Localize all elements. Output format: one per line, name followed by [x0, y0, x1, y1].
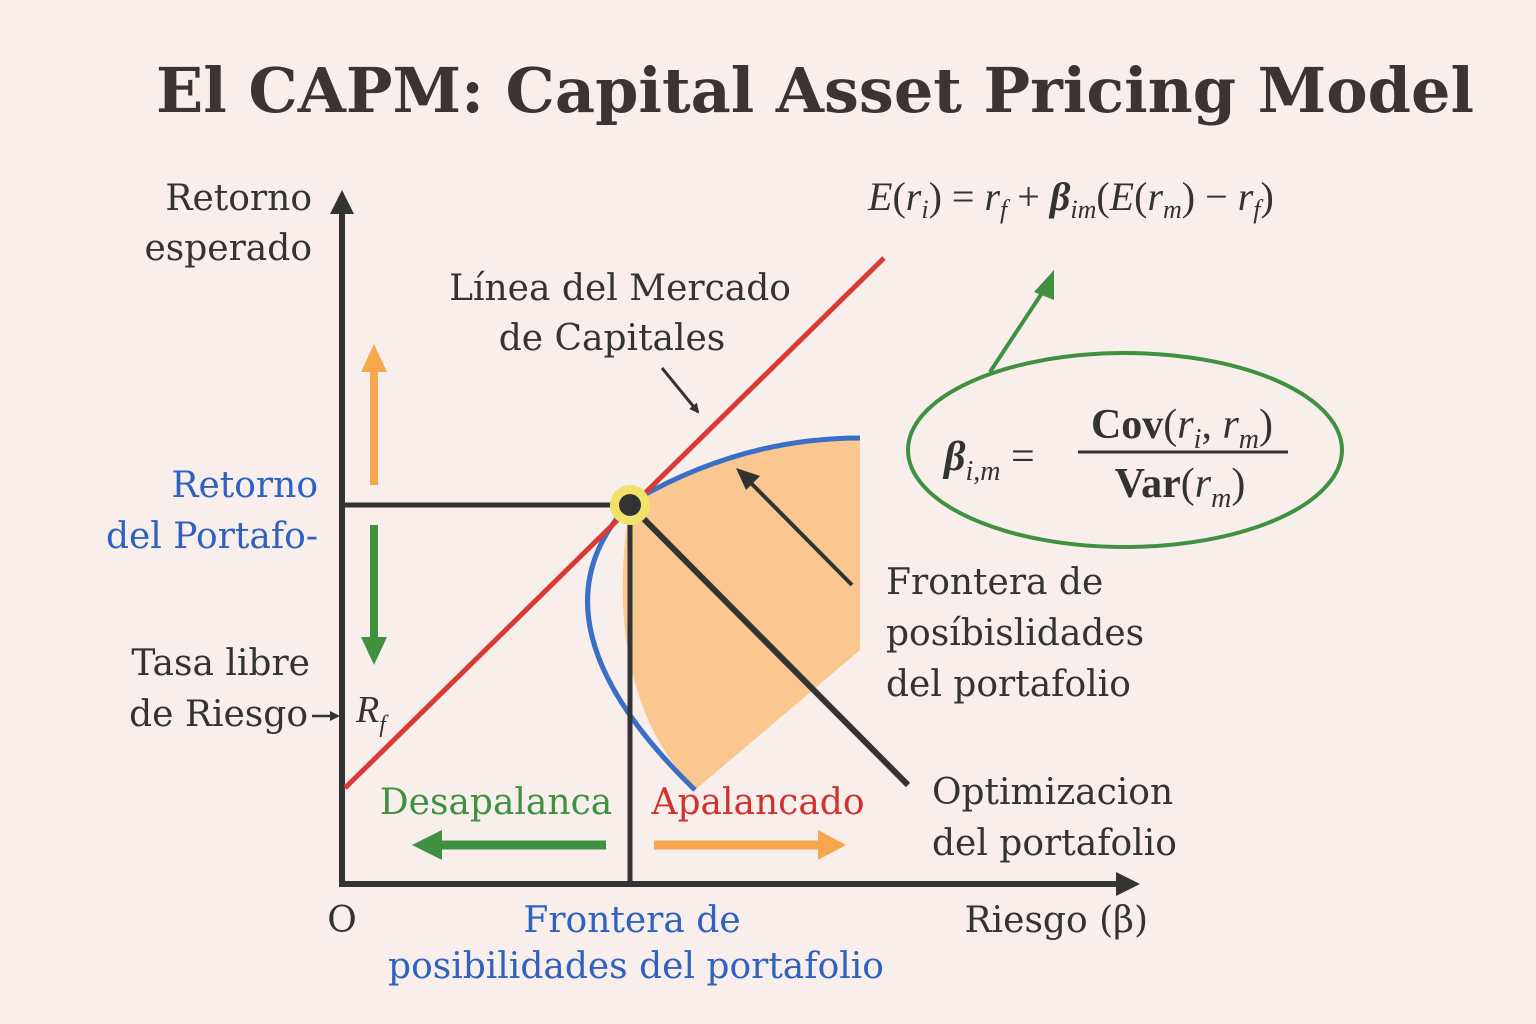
frontier-right-label-line1: Frontera de: [886, 562, 1103, 603]
origin-label: O: [327, 900, 357, 941]
frontier-bottom-label-line2: posibilidades del portafolio: [388, 946, 884, 987]
optimization-line: [627, 502, 911, 788]
x-axis-label: Riesgo (β): [965, 900, 1148, 941]
beta-formula-numerator: Cov(ri, rm): [1091, 402, 1273, 455]
y-axis-label-line2: esperado: [144, 228, 312, 269]
page-title: El CAPM: Capital Asset Pricing Model: [156, 54, 1474, 127]
portfolio-return-label-line1: Retorno: [171, 465, 318, 506]
risk-free-label-line2: de Riesgo: [129, 694, 308, 735]
green-down-arrow-head: [361, 637, 387, 665]
cml-label-line1: Línea del Mercado: [449, 268, 791, 309]
deleverage-arrow-head: [412, 830, 442, 860]
optimization-label-line2: del portafolio: [932, 823, 1177, 864]
optimization-label-line1: Optimizacion: [932, 772, 1173, 813]
beta-formula-ellipse: [906, 351, 1344, 549]
rf-symbol: Rf: [355, 689, 389, 738]
frontier-right-label-line2: posíbislidades: [886, 613, 1144, 654]
x-axis-arrowhead: [1116, 872, 1140, 896]
y-axis-arrowhead: [330, 190, 354, 214]
leverage-arrow-head: [818, 830, 846, 860]
frontier-bottom-label-line1: Frontera de: [523, 900, 740, 941]
capm-formula: E(ri) = rf + βim(E(rm) − rf): [867, 174, 1274, 224]
deleverage-label: Desapalanca: [380, 782, 612, 823]
frontier-pointer-arrow: [742, 474, 854, 587]
frontier-pointer-arrow-head: [736, 468, 760, 490]
green-formula-arrow-head: [1034, 270, 1054, 300]
risk-free-label-line1: Tasa libre: [131, 643, 310, 684]
frontier-right-label-line3: del portafolio: [886, 664, 1131, 705]
cml-pointer-arrow: [660, 367, 700, 414]
leverage-label: Apalancado: [650, 782, 864, 823]
portfolio-return-label-line2: del Portafo-: [106, 516, 318, 557]
tangent-point: [619, 494, 641, 516]
y-axis-label-line1: Retorno: [165, 178, 312, 219]
capital-market-line: [343, 256, 886, 790]
beta-formula-denominator: Var(rm): [1115, 461, 1246, 514]
beta-formula-lhs: βi,m =: [942, 434, 1035, 487]
green-formula-arrow-shaft: [988, 288, 1046, 374]
cml-label-line2: de Capitales: [499, 318, 726, 359]
orange-up-arrow-head: [361, 344, 387, 372]
